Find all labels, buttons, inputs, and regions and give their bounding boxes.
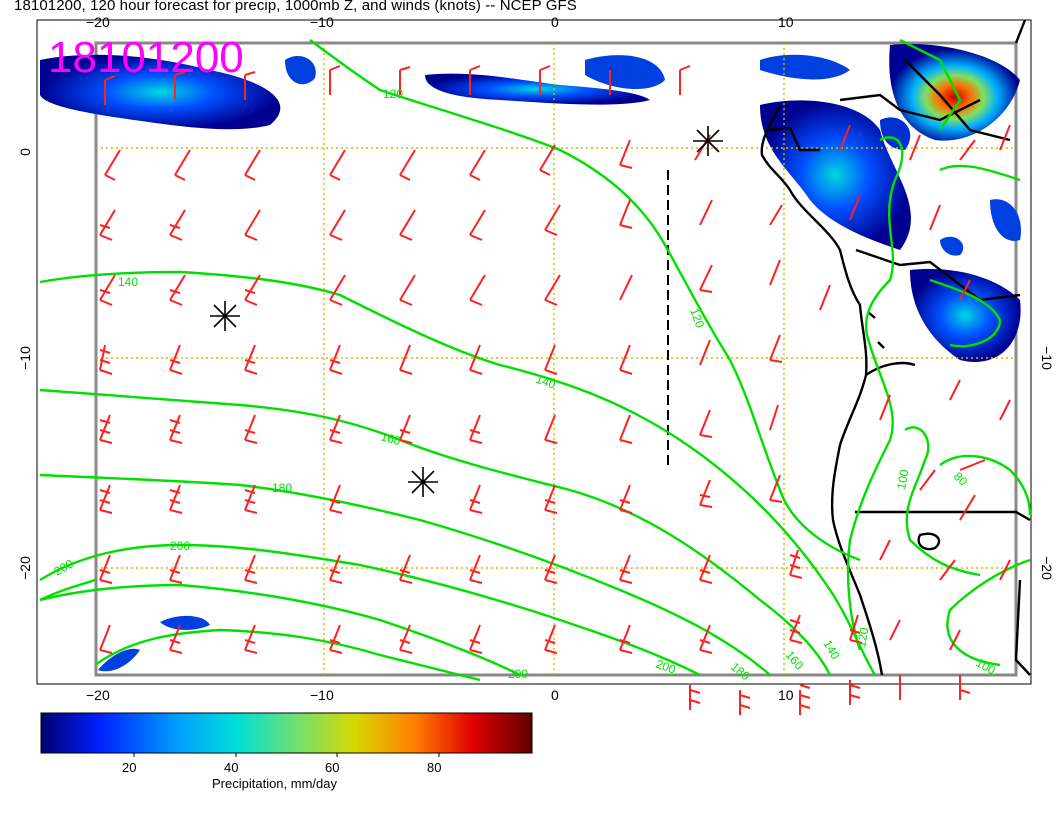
- top-longitude-ticks: −20 −10 0 10: [86, 14, 794, 30]
- contour-label: 120: [854, 626, 871, 648]
- lat-tick-left: 0: [17, 148, 33, 156]
- contour-label: 180: [728, 660, 753, 684]
- lat-tick-right: −20: [1039, 556, 1055, 580]
- contour-label: 200: [170, 539, 190, 553]
- lat-tick-left: −20: [17, 556, 33, 580]
- low-center-marker-2: [408, 467, 438, 497]
- contour-label: 200: [52, 556, 77, 578]
- lon-tick-top: −10: [310, 14, 334, 30]
- contour-label: 160: [379, 429, 402, 448]
- contour-label: 100: [894, 468, 911, 490]
- contour-label: 200: [508, 667, 528, 681]
- lon-tick-top: 0: [551, 14, 559, 30]
- contour-label: 180: [272, 481, 292, 495]
- lon-tick-bottom: 0: [551, 687, 559, 703]
- chart-title: 18101200, 120 hour forecast for precip, …: [14, 0, 577, 14]
- low-center-markers: [210, 126, 723, 497]
- colorbar-tick-label: 60: [325, 760, 340, 775]
- lon-tick-top: 10: [778, 14, 794, 30]
- contour-label: 140: [534, 372, 558, 392]
- height-contours: [39, 38, 1032, 682]
- contour-label: 120: [383, 87, 403, 101]
- left-latitude-ticks: 0 −10 −20: [17, 148, 33, 580]
- colorbar-tick-label: 20: [122, 760, 137, 775]
- lat-tick-left: −10: [17, 346, 33, 370]
- lon-tick-top: −20: [86, 14, 110, 30]
- right-latitude-ticks: −10 −20: [1039, 346, 1055, 580]
- date-stamp: 18101200: [48, 33, 244, 82]
- contour-label: 140: [118, 275, 138, 289]
- lon-tick-bottom: −20: [86, 687, 110, 703]
- colorbar-ticks: [133, 753, 440, 757]
- bottom-longitude-ticks: −20 −10 0 10: [86, 687, 794, 703]
- lon-tick-bottom: −10: [310, 687, 334, 703]
- lat-tick-right: −10: [1039, 346, 1055, 370]
- wind-barbs: [99, 65, 1011, 715]
- colorbar-tick-label: 80: [427, 760, 442, 775]
- contour-label: 120: [687, 306, 707, 330]
- colorbar-tick-label: 40: [224, 760, 239, 775]
- colorbar-title: Precipitation, mm/day: [212, 776, 337, 791]
- map-frame: [36, 19, 1032, 685]
- domain-box: [94, 41, 1018, 677]
- colorbar: [40, 712, 533, 754]
- contour-label: 80: [951, 469, 971, 489]
- low-center-marker-3: [693, 126, 723, 156]
- contour-label: 140: [820, 638, 842, 663]
- contour-label: 160: [783, 648, 807, 673]
- lon-tick-bottom: 10: [778, 687, 794, 703]
- low-center-marker-1: [210, 301, 240, 331]
- contour-label: 200: [654, 657, 678, 677]
